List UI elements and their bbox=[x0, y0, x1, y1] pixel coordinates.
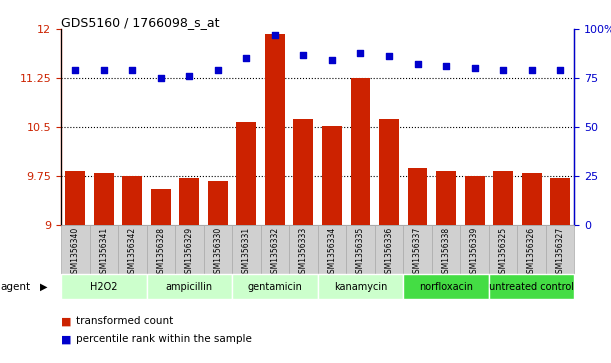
Text: agent: agent bbox=[1, 282, 31, 292]
Bar bbox=[180, 178, 199, 225]
Bar bbox=[403, 225, 432, 274]
Bar bbox=[265, 34, 285, 225]
Text: GSM1356340: GSM1356340 bbox=[71, 227, 80, 278]
Point bbox=[156, 75, 166, 81]
Bar bbox=[208, 181, 228, 225]
Bar bbox=[61, 274, 147, 299]
Bar bbox=[522, 173, 541, 225]
Bar bbox=[550, 178, 570, 225]
Text: GSM1356327: GSM1356327 bbox=[555, 227, 565, 278]
Text: gentamicin: gentamicin bbox=[247, 282, 302, 292]
Point bbox=[441, 64, 451, 69]
Bar bbox=[147, 274, 232, 299]
Text: GSM1356339: GSM1356339 bbox=[470, 227, 479, 278]
Text: untreated control: untreated control bbox=[489, 282, 574, 292]
Point bbox=[384, 54, 394, 60]
Bar bbox=[147, 225, 175, 274]
Bar bbox=[122, 176, 142, 225]
Point bbox=[70, 67, 80, 73]
Point bbox=[527, 67, 536, 73]
Text: norfloxacin: norfloxacin bbox=[419, 282, 473, 292]
Text: ▶: ▶ bbox=[40, 282, 47, 292]
Bar bbox=[293, 119, 313, 225]
Bar bbox=[232, 225, 261, 274]
Text: GSM1356333: GSM1356333 bbox=[299, 227, 308, 278]
Bar bbox=[203, 225, 232, 274]
Text: GSM1356330: GSM1356330 bbox=[213, 227, 222, 278]
Text: GSM1356341: GSM1356341 bbox=[100, 227, 108, 278]
Text: GSM1356334: GSM1356334 bbox=[327, 227, 337, 278]
Bar bbox=[346, 225, 375, 274]
Bar bbox=[351, 78, 370, 225]
Point bbox=[327, 57, 337, 63]
Text: percentile rank within the sample: percentile rank within the sample bbox=[76, 334, 252, 344]
Bar bbox=[489, 274, 574, 299]
Bar bbox=[261, 225, 289, 274]
Point bbox=[356, 50, 365, 56]
Text: GSM1356325: GSM1356325 bbox=[499, 227, 508, 278]
Bar bbox=[432, 225, 460, 274]
Bar bbox=[318, 225, 346, 274]
Bar bbox=[518, 225, 546, 274]
Bar bbox=[379, 119, 399, 225]
Text: GSM1356331: GSM1356331 bbox=[242, 227, 251, 278]
Bar bbox=[464, 176, 485, 225]
Bar bbox=[236, 122, 257, 225]
Text: GDS5160 / 1766098_s_at: GDS5160 / 1766098_s_at bbox=[61, 16, 219, 29]
Text: GSM1356329: GSM1356329 bbox=[185, 227, 194, 278]
Text: H2O2: H2O2 bbox=[90, 282, 118, 292]
Bar bbox=[61, 225, 90, 274]
Point bbox=[270, 32, 280, 38]
Point bbox=[185, 73, 194, 79]
Text: ■: ■ bbox=[61, 316, 71, 326]
Bar bbox=[436, 171, 456, 225]
Text: GSM1356332: GSM1356332 bbox=[271, 227, 279, 278]
Point bbox=[128, 67, 137, 73]
Bar bbox=[94, 173, 114, 225]
Point bbox=[498, 67, 508, 73]
Bar bbox=[493, 171, 513, 225]
Text: GSM1356328: GSM1356328 bbox=[156, 227, 166, 278]
Point bbox=[241, 56, 251, 61]
Point bbox=[213, 67, 223, 73]
Bar bbox=[318, 274, 403, 299]
Text: kanamycin: kanamycin bbox=[334, 282, 387, 292]
Text: GSM1356342: GSM1356342 bbox=[128, 227, 137, 278]
Text: GSM1356338: GSM1356338 bbox=[442, 227, 450, 278]
Point bbox=[470, 65, 480, 71]
Bar bbox=[65, 171, 86, 225]
Text: GSM1356337: GSM1356337 bbox=[413, 227, 422, 278]
Text: GSM1356326: GSM1356326 bbox=[527, 227, 536, 278]
Bar bbox=[546, 225, 574, 274]
Bar bbox=[232, 274, 318, 299]
Bar bbox=[460, 225, 489, 274]
Bar bbox=[151, 189, 171, 225]
Bar bbox=[375, 225, 403, 274]
Point bbox=[299, 52, 309, 57]
Point bbox=[99, 67, 109, 73]
Text: GSM1356336: GSM1356336 bbox=[384, 227, 393, 278]
Text: ampicillin: ampicillin bbox=[166, 282, 213, 292]
Text: GSM1356335: GSM1356335 bbox=[356, 227, 365, 278]
Bar bbox=[175, 225, 203, 274]
Point bbox=[412, 61, 422, 67]
Bar bbox=[90, 225, 118, 274]
Text: transformed count: transformed count bbox=[76, 316, 174, 326]
Bar bbox=[322, 126, 342, 225]
Bar bbox=[289, 225, 318, 274]
Bar bbox=[118, 225, 147, 274]
Bar bbox=[403, 274, 489, 299]
Point bbox=[555, 67, 565, 73]
Text: ■: ■ bbox=[61, 334, 71, 344]
Bar bbox=[489, 225, 518, 274]
Bar bbox=[408, 168, 428, 225]
